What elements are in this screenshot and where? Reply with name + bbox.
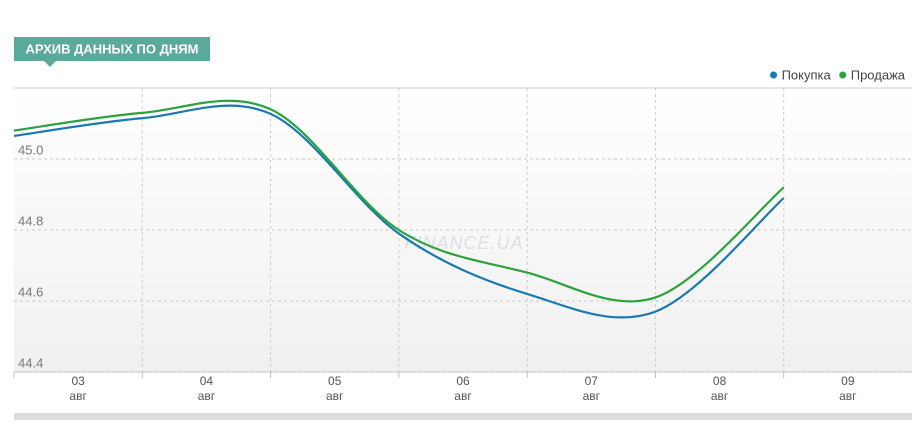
x-tick-label: 09 bbox=[841, 374, 855, 388]
y-tick-label: 44.6 bbox=[18, 284, 43, 299]
x-tick-label: 04 bbox=[200, 374, 214, 388]
x-tick-sublabel: авг bbox=[711, 389, 729, 403]
legend-label: Покупка bbox=[782, 67, 832, 82]
x-tick-sublabel: авг bbox=[198, 389, 216, 403]
x-tick-label: 08 bbox=[713, 374, 727, 388]
footer-bar bbox=[14, 413, 912, 420]
x-tick-label: 03 bbox=[71, 374, 85, 388]
series-line bbox=[13, 104, 785, 319]
x-tick-sublabel: авг bbox=[583, 389, 601, 403]
title: АРХИВ ДАННЫХ ПО ДНЯМ bbox=[26, 41, 199, 56]
x-tick-label: 05 bbox=[328, 374, 342, 388]
legend-label: Продажа bbox=[851, 67, 906, 82]
title-badge bbox=[14, 37, 210, 61]
legend-marker bbox=[839, 71, 847, 79]
series-line bbox=[13, 99, 785, 303]
x-tick-label: 06 bbox=[456, 374, 470, 388]
y-tick-label: 44.8 bbox=[18, 213, 43, 228]
x-tick-sublabel: авг bbox=[454, 389, 472, 403]
x-tick-sublabel: авг bbox=[69, 389, 87, 403]
y-tick-label: 44.4 bbox=[18, 355, 43, 370]
x-tick-sublabel: авг bbox=[839, 389, 857, 403]
plot-area bbox=[14, 88, 912, 372]
legend-marker bbox=[770, 71, 778, 79]
title-pointer bbox=[44, 61, 56, 67]
x-tick-label: 07 bbox=[585, 374, 599, 388]
y-tick-label: 45.0 bbox=[18, 142, 43, 157]
x-tick-sublabel: авг bbox=[326, 389, 344, 403]
